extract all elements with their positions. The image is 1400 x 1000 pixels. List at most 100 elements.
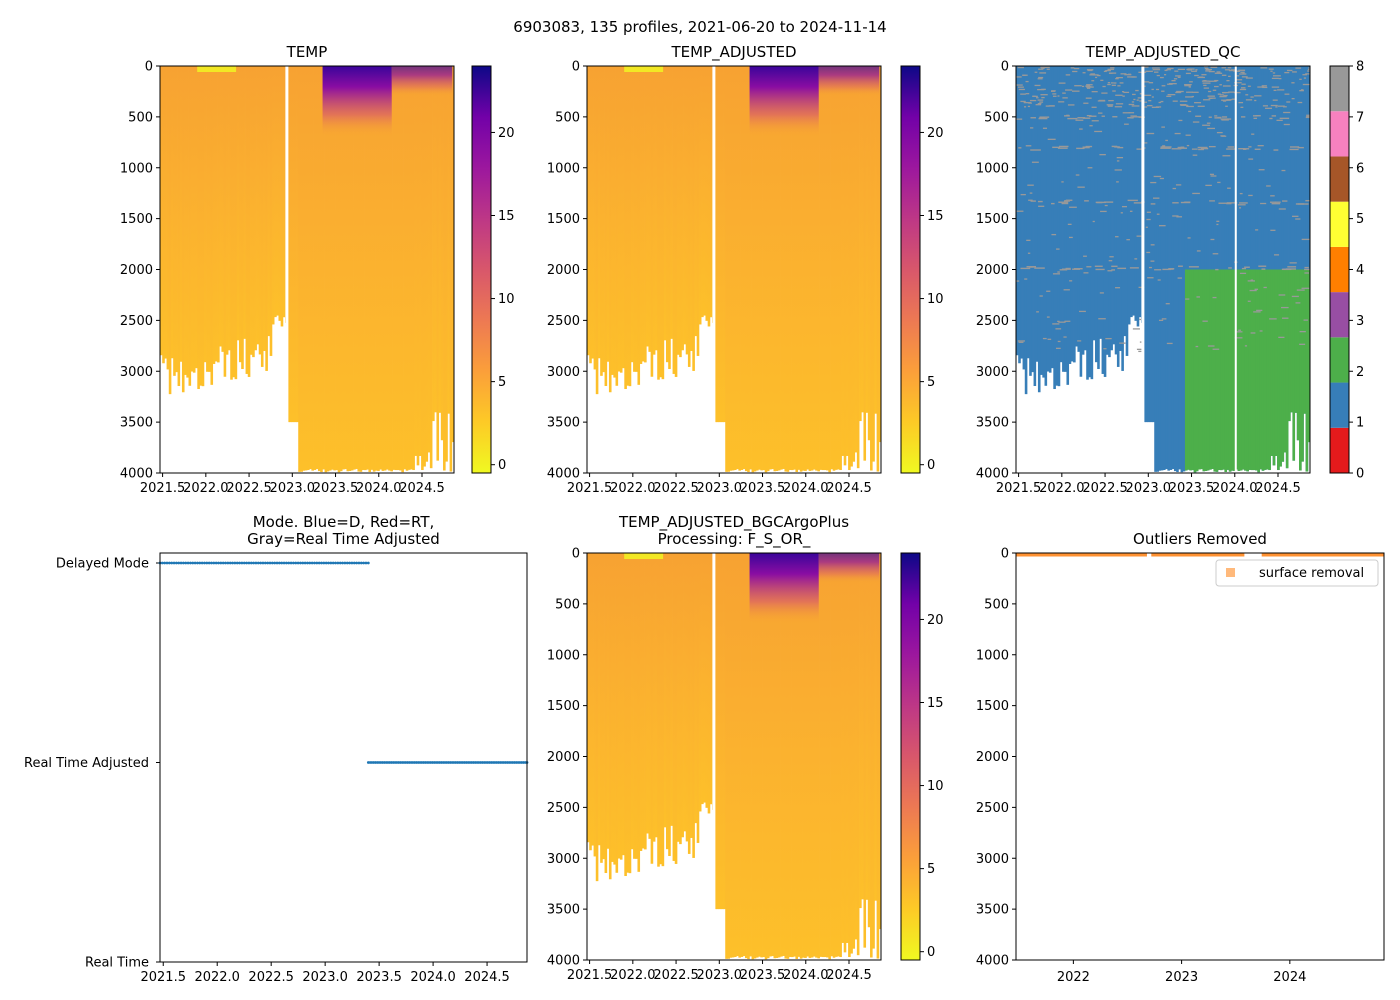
chart-qc-flag8 <box>1041 96 1045 99</box>
chart-bgc-profile <box>878 553 881 930</box>
chart-qc-flag8 <box>1270 229 1276 231</box>
chart-qc-flag8 <box>1304 272 1310 274</box>
chart-mode-point <box>327 561 330 565</box>
chart-qc-flag8 <box>1111 265 1118 268</box>
chart-qc-profile <box>1237 66 1241 471</box>
chart-qc-flag8 <box>1281 317 1289 319</box>
chart-temp_adj-profile <box>668 66 671 370</box>
chart-temp-profile <box>228 66 231 351</box>
chart-qc-flag8 <box>1240 71 1245 73</box>
chart-qc-flag8 <box>1040 94 1048 96</box>
chart-qc-profile <box>1202 66 1206 472</box>
chart-mode-point <box>348 561 352 565</box>
chart-qc-flag8 <box>1271 115 1277 117</box>
chart-mode-point <box>170 561 174 565</box>
chart-bgc-profile <box>797 553 801 957</box>
chart-qc-flag8 <box>1197 76 1205 79</box>
chart-qc-flag8 <box>1268 68 1274 70</box>
chart-qc-colorbar-swatch <box>1330 66 1349 112</box>
chart-qc-flag8 <box>1253 117 1258 119</box>
chart-temp-colorbar-tick-label: 15 <box>498 209 515 224</box>
chart-temp-profile <box>320 66 323 473</box>
chart-qc-flag8 <box>1079 310 1086 313</box>
chart-temp-profile <box>300 66 304 472</box>
chart-mode-point <box>324 561 328 565</box>
chart-qc-flag8 <box>1252 115 1258 117</box>
chart-qc-flag8 <box>1086 266 1092 268</box>
chart-bgc-profile <box>828 553 831 960</box>
chart-qc-profile <box>1101 66 1105 374</box>
chart-qc-profile <box>1274 66 1278 456</box>
chart-bgc-profile <box>626 553 630 873</box>
chart-temp_adj-profile <box>826 66 829 471</box>
chart-qc-flag8 <box>1195 69 1198 71</box>
chart-qc-profile <box>1171 66 1175 470</box>
chart-temp_adj-profile <box>793 66 796 470</box>
chart-qc-flag8 <box>1303 77 1307 79</box>
chart-qc-flag8 <box>1146 104 1153 107</box>
chart-qc-flag8 <box>1038 205 1045 207</box>
chart-bgc-profile <box>587 553 590 843</box>
chart-temp-profile <box>324 66 328 473</box>
chart-qc-flag2 <box>1292 269 1296 461</box>
chart-temp-profile <box>443 66 446 471</box>
chart-qc-flag2 <box>1248 269 1252 470</box>
chart-qc-flag8 <box>1136 148 1145 150</box>
chart-temp_adj-profile <box>823 66 827 471</box>
chart-temp_adj-ytick-label: 3500 <box>547 416 580 431</box>
chart-temp-ytick-label: 1500 <box>120 212 153 227</box>
chart-outliers-legend-label: surface removal <box>1259 566 1364 581</box>
chart-qc-flag8 <box>1091 106 1097 108</box>
chart-temp-profile <box>269 66 273 356</box>
chart-qc-flag8 <box>1022 74 1028 76</box>
chart-qc-flag8 <box>1085 85 1089 87</box>
chart-bgc-profile <box>613 553 616 865</box>
chart-qc-profile <box>1180 66 1184 473</box>
chart-temp-profile <box>429 66 433 469</box>
chart-qc-flag8 <box>1177 68 1185 71</box>
chart-qc-flag8 <box>1164 69 1168 72</box>
chart-qc-flag8 <box>1282 200 1288 202</box>
chart-qc-flag8 <box>1291 295 1299 298</box>
chart-qc-flag8 <box>1239 192 1243 195</box>
chart-mode-title: Gray=Real Time Adjusted <box>247 530 440 548</box>
chart-qc-flag8 <box>1198 148 1204 151</box>
chart-outliers-xtick-label: 2023 <box>1165 970 1198 985</box>
chart-qc-ytick-label: 500 <box>984 110 1009 125</box>
chart-qc-flag8 <box>1017 86 1024 88</box>
chart-mode-point <box>219 561 223 565</box>
chart-qc-flag8 <box>1209 200 1215 202</box>
chart-qc-xtick-label: 2024.0 <box>1212 481 1258 496</box>
chart-qc-flag8 <box>1144 101 1148 103</box>
chart-temp-profile <box>392 66 396 470</box>
chart-temp-profile <box>186 66 189 378</box>
chart-temp-profile <box>405 66 409 471</box>
chart-qc-flag8 <box>1136 348 1144 350</box>
chart-qc-profile <box>1277 66 1280 471</box>
chart-temp_adj-ytick-label: 1500 <box>547 212 580 227</box>
chart-qc-heatmap <box>1016 66 1310 473</box>
chart-qc-flag8 <box>1110 82 1114 84</box>
chart-qc-ytick-label: 3500 <box>976 416 1009 431</box>
chart-temp_adj-frame <box>586 65 882 474</box>
chart-qc-flag8 <box>1205 70 1211 72</box>
chart-qc-flag8 <box>1286 101 1291 103</box>
chart-qc-flag8 <box>1016 210 1024 212</box>
chart-mode-point <box>336 561 340 565</box>
chart-qc-profile <box>1206 66 1210 471</box>
chart-temp-xtick-label: 2023.5 <box>313 481 359 496</box>
chart-bgc-profile <box>718 553 722 910</box>
chart-temp_adj-profile <box>843 66 847 466</box>
chart-bgc-profile <box>812 553 816 957</box>
chart-temp-profile <box>195 66 198 369</box>
chart-qc-flag8 <box>1083 255 1087 257</box>
chart-temp-profile <box>364 66 367 471</box>
chart-temp-profile <box>206 66 209 372</box>
chart-qc-flag8 <box>1208 70 1215 73</box>
chart-qc-flag8 <box>1191 70 1197 72</box>
chart-temp-profile <box>449 66 453 472</box>
chart-qc-flag8 <box>1075 119 1084 121</box>
chart-qc-profile <box>1062 66 1065 372</box>
chart-qc-flag8 <box>1271 202 1281 205</box>
chart-temp_adj-profile <box>637 66 641 385</box>
